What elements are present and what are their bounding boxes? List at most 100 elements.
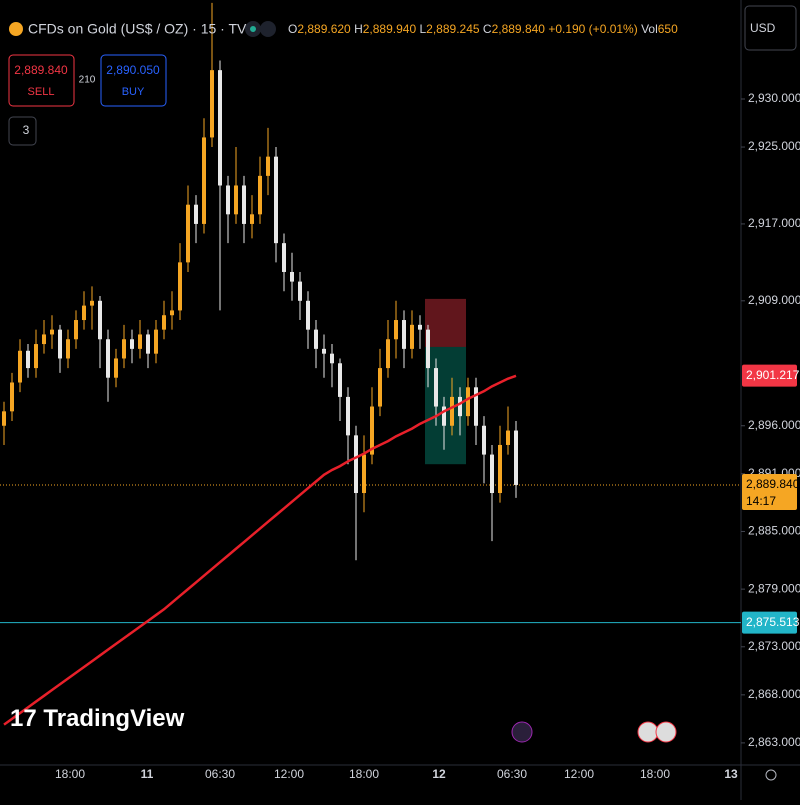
indicator-toggle[interactable] bbox=[8, 116, 37, 146]
ohlc-key: L bbox=[419, 22, 426, 36]
symbol-icon bbox=[9, 22, 23, 36]
candle-body bbox=[490, 454, 494, 494]
candle-body bbox=[234, 185, 238, 215]
candle-body bbox=[442, 406, 446, 426]
candle-body bbox=[314, 329, 318, 349]
candle-body bbox=[434, 368, 438, 407]
x-tick-label: 06:30 bbox=[205, 767, 235, 781]
y-tick-label: 2,873.000 bbox=[748, 639, 800, 653]
candle-body bbox=[58, 329, 62, 359]
candle-body bbox=[258, 175, 262, 215]
change: +0.190 (+0.01%) bbox=[548, 22, 637, 36]
ohlc-key: C bbox=[483, 22, 492, 36]
candle-body bbox=[402, 320, 406, 349]
y-tick-label: 2,879.000 bbox=[748, 581, 800, 595]
watermark: 17 TradingView bbox=[10, 705, 185, 732]
sell-button[interactable] bbox=[8, 54, 75, 107]
candle-body bbox=[394, 320, 398, 340]
candle-body bbox=[474, 387, 478, 426]
y-tick-label: 2,925.000 bbox=[748, 139, 800, 153]
candle-body bbox=[498, 444, 502, 494]
candle-body bbox=[178, 262, 182, 311]
candle-body bbox=[370, 406, 374, 455]
settings-icon[interactable] bbox=[765, 769, 777, 781]
y-tick-label: 2,885.000 bbox=[748, 524, 800, 538]
candle-body bbox=[82, 305, 86, 321]
candle-body bbox=[90, 300, 94, 306]
candle-body bbox=[34, 344, 38, 369]
y-tick-label: 2,930.000 bbox=[748, 91, 800, 105]
ohlc-key: O bbox=[288, 22, 297, 36]
buy-price: 2,890.050 bbox=[106, 63, 160, 77]
candle-body bbox=[10, 382, 14, 412]
candle-body bbox=[106, 339, 110, 378]
candle-body bbox=[162, 315, 166, 330]
symbol[interactable]: CFDs on Gold (US$ / OZ) · 15 · TVC bbox=[28, 21, 256, 37]
candle-body bbox=[42, 334, 46, 345]
x-tick-label: 13 bbox=[724, 767, 738, 781]
y-tick-label: 2,863.000 bbox=[748, 735, 800, 749]
ohlc-value: 2,889.245 bbox=[426, 22, 480, 36]
candle-body bbox=[322, 348, 326, 354]
candle-body bbox=[122, 339, 126, 359]
candle-body bbox=[170, 310, 174, 316]
price-badge bbox=[742, 364, 797, 387]
candle-body bbox=[98, 300, 102, 340]
candle-body bbox=[458, 396, 462, 417]
status-dot bbox=[250, 26, 256, 32]
candle-body bbox=[306, 300, 310, 330]
ohlc-row: O2,889.620 H2,889.940 L2,889.245 C2,889.… bbox=[288, 22, 678, 36]
candle-body bbox=[362, 454, 366, 494]
candle-body bbox=[26, 350, 30, 369]
x-tick-label: 18:00 bbox=[640, 767, 670, 781]
countdown: 14:17 bbox=[746, 494, 776, 508]
candle-body bbox=[274, 156, 278, 244]
candle-body bbox=[66, 339, 70, 359]
watermark-text: TradingView bbox=[43, 705, 184, 732]
candle-body bbox=[130, 339, 134, 349]
candle-body bbox=[514, 430, 518, 485]
event-icon[interactable] bbox=[655, 721, 677, 743]
price-badge bbox=[742, 473, 797, 510]
candle-body bbox=[194, 204, 198, 224]
ohlc-value: 2,889.620 bbox=[297, 22, 351, 36]
stop-zone bbox=[425, 298, 466, 347]
indicator-count: 3 bbox=[23, 123, 30, 137]
x-tick-label: 12:00 bbox=[564, 767, 594, 781]
buy-label: BUY bbox=[122, 86, 145, 98]
candle-body bbox=[266, 156, 270, 176]
candle-body bbox=[298, 281, 302, 301]
candle-body bbox=[138, 334, 142, 349]
event-icon[interactable] bbox=[511, 721, 533, 743]
candle-body bbox=[346, 396, 350, 436]
ohlc-value: 2,889.940 bbox=[363, 22, 417, 36]
candle-body bbox=[354, 435, 358, 494]
candle-body bbox=[410, 324, 414, 349]
x-tick-label: 18:00 bbox=[55, 767, 85, 781]
moving-average bbox=[3, 374, 517, 726]
price-badge-label: 2,901.217 bbox=[746, 368, 800, 382]
event-icon[interactable] bbox=[637, 721, 659, 743]
candle-body bbox=[74, 320, 78, 340]
candle-body bbox=[506, 430, 510, 445]
candle-body bbox=[210, 70, 214, 138]
x-tick-label: 06:30 bbox=[497, 767, 527, 781]
y-tick-label: 2,896.000 bbox=[748, 418, 800, 432]
y-tick-label: 2,868.000 bbox=[748, 687, 800, 701]
currency-button[interactable] bbox=[744, 5, 797, 51]
buy-button[interactable] bbox=[100, 54, 167, 107]
candle-body bbox=[18, 350, 22, 383]
candle-body bbox=[282, 243, 286, 272]
status-icon[interactable] bbox=[260, 21, 276, 37]
x-tick-label: 12:00 bbox=[274, 767, 304, 781]
candle-body bbox=[50, 329, 54, 335]
x-tick-label: 11 bbox=[141, 767, 154, 781]
candle-body bbox=[450, 396, 454, 426]
candle-body bbox=[290, 271, 294, 282]
candle-body bbox=[418, 324, 422, 330]
price-badge bbox=[742, 611, 797, 634]
candle-body bbox=[186, 204, 190, 263]
candle-body bbox=[330, 353, 334, 364]
